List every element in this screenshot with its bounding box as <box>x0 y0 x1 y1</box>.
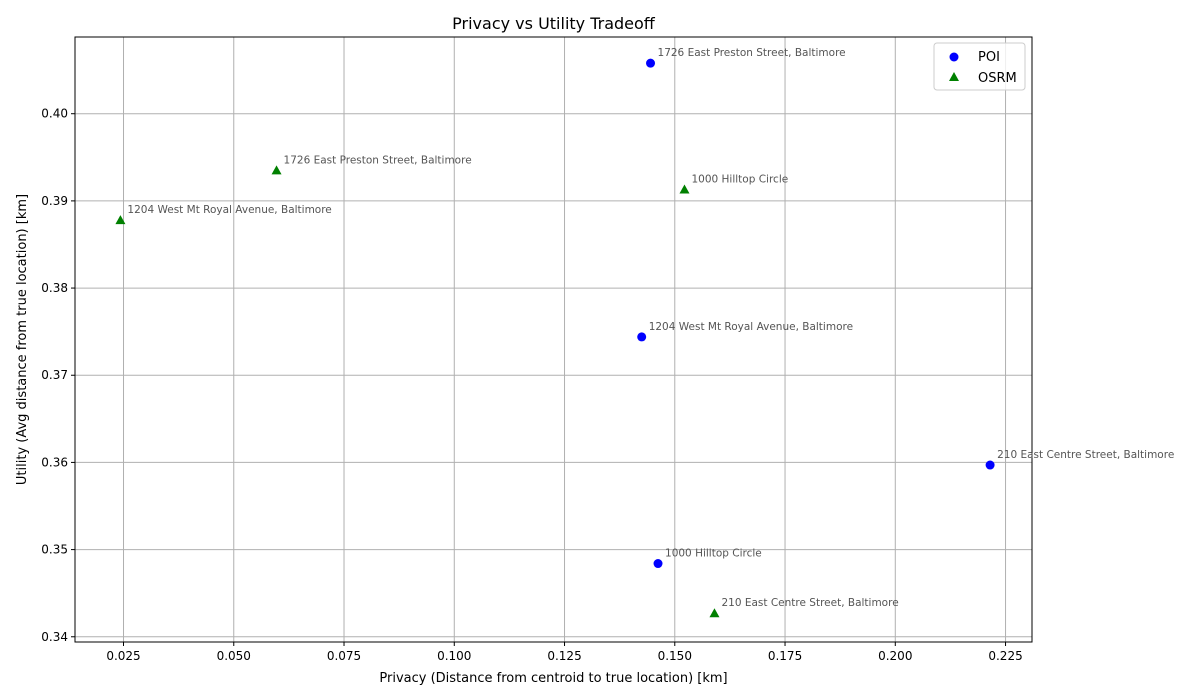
point-poi <box>653 559 663 569</box>
x-tick-label: 0.100 <box>437 649 471 663</box>
x-tick-label: 0.050 <box>217 649 251 663</box>
legend-poi-label: POI <box>978 50 1000 65</box>
x-tick-label: 0.150 <box>658 649 692 663</box>
legend: POI OSRM <box>933 42 1026 91</box>
y-tick-label: 0.35 <box>41 543 68 557</box>
x-tick-label: 0.225 <box>988 649 1022 663</box>
point-annotation: 1204 West Mt Royal Avenue, Baltimore <box>649 321 853 333</box>
point-annotation: 1726 East Preston Street, Baltimore <box>284 154 472 166</box>
data-points <box>115 58 995 618</box>
point-poi <box>985 460 995 470</box>
point-annotation: 210 East Centre Street, Baltimore <box>721 597 898 609</box>
x-tick-label: 0.075 <box>327 649 361 663</box>
legend-poi-marker <box>949 52 959 62</box>
x-tick-label: 0.125 <box>547 649 581 663</box>
x-tick-label: 0.200 <box>878 649 912 663</box>
y-tick-label: 0.36 <box>41 455 68 469</box>
x-tick-label: 0.175 <box>768 649 802 663</box>
point-poi <box>637 332 647 342</box>
y-tick-label: 0.34 <box>41 630 68 644</box>
y-axis-title: Utility (Avg distance from true location… <box>15 194 30 485</box>
point-osrm <box>115 215 126 225</box>
y-tick-label: 0.38 <box>41 281 68 295</box>
point-annotation: 1000 Hilltop Circle <box>665 548 762 560</box>
point-osrm <box>679 184 690 194</box>
axis-ticks: 0.025 0.050 0.075 0.100 0.125 0.150 0.175 0.200… <box>41 107 1022 663</box>
y-tick-label: 0.39 <box>41 194 68 208</box>
point-poi <box>646 58 656 68</box>
point-annotations: 1726 East Preston Street, Baltimore 1204 … <box>127 47 1174 609</box>
point-annotation: 1726 East Preston Street, Baltimore <box>658 47 846 59</box>
legend-osrm-label: OSRM <box>978 71 1017 86</box>
x-tick-label: 0.025 <box>106 649 140 663</box>
y-tick-label: 0.37 <box>41 368 68 382</box>
point-osrm <box>271 165 282 175</box>
grid-lines <box>75 37 1032 642</box>
chart-title: Privacy vs Utility Tradeoff <box>452 14 656 33</box>
point-annotation: 1204 West Mt Royal Avenue, Baltimore <box>127 204 331 216</box>
x-axis-title: Privacy (Distance from centroid to true … <box>379 671 727 686</box>
point-osrm <box>709 608 720 618</box>
y-tick-label: 0.40 <box>41 107 68 121</box>
plot-area-frame <box>74 36 1033 643</box>
point-annotation: 1000 Hilltop Circle <box>691 174 788 186</box>
point-annotation: 210 East Centre Street, Baltimore <box>997 449 1174 461</box>
legend-osrm-marker <box>949 72 959 81</box>
